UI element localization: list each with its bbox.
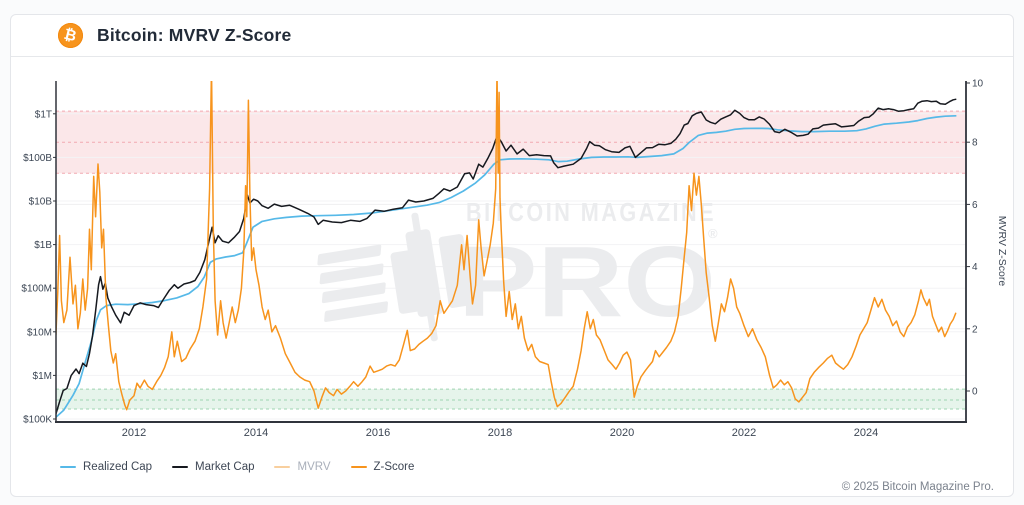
y-right-tick-label: 0	[972, 387, 978, 398]
chart-card: ₿ Bitcoin: MVRV Z-Score BITCOIN MAGAZINE…	[10, 14, 1014, 497]
legend-swatch	[60, 466, 76, 468]
legend-item-realized-cap[interactable]: Realized Cap	[60, 461, 152, 473]
bitcoin-logo-icon: ₿	[58, 23, 83, 48]
y-left-tick-label: $100B	[23, 153, 52, 164]
legend-swatch	[172, 466, 189, 468]
overvalued-band	[56, 111, 966, 174]
legend-label: MVRV	[297, 461, 331, 473]
y-left-tick-label: $10M	[27, 327, 52, 338]
watermark-line2: PRO	[458, 226, 716, 338]
y-right-tick-label: 4	[972, 262, 978, 273]
x-tick-label: 2024	[854, 427, 878, 439]
x-tick-label: 2016	[366, 427, 390, 439]
watermark-line1: BITCOIN MAGAZINE	[466, 197, 716, 227]
header-divider	[11, 56, 1013, 57]
x-tick-label: 2014	[244, 427, 268, 439]
x-tick-label: 2022	[732, 427, 756, 439]
legend-item-market-cap[interactable]: Market Cap	[172, 461, 254, 473]
legend-label: Realized Cap	[83, 461, 153, 473]
bitcoin-magazine-logo-icon	[317, 212, 474, 342]
legend-label: Z-Score	[373, 461, 415, 473]
y-left-tick-label: $1M	[33, 371, 52, 382]
series-market-cap	[56, 98, 957, 415]
registered-mark: ®	[708, 226, 718, 241]
bitcoin-b-glyph: ₿	[62, 24, 79, 46]
legend-item-z-score[interactable]: Z-Score	[350, 461, 415, 473]
y-left-tick-label: $10B	[29, 197, 53, 208]
y-right-axis-title: MVRV Z-Score	[996, 216, 1008, 287]
x-tick-label: 2018	[488, 427, 512, 439]
copyright-text: © 2025 Bitcoin Magazine Pro.	[841, 481, 994, 493]
y-left-tick-label: $100M	[21, 284, 52, 295]
y-left-tick-label: $100K	[23, 415, 52, 426]
y-left-tick-label: $1B	[34, 240, 52, 251]
y-right-tick-label: 2	[972, 324, 978, 335]
chart-header: ₿ Bitcoin: MVRV Z-Score	[11, 15, 1013, 56]
legend-swatch	[274, 466, 291, 468]
x-tick-label: 2012	[122, 427, 146, 439]
series-z-score	[56, 81, 957, 411]
y-right-tick-label: 10	[972, 79, 984, 90]
chart-legend: Realized Cap Market Cap MVRV Z-Score	[60, 459, 414, 475]
chart-region: BITCOIN MAGAZINE PRO ® $1T $100B $10B $1B $100M…	[11, 58, 1013, 450]
undervalued-band	[56, 389, 966, 410]
page-title: Bitcoin: MVRV Z-Score	[97, 25, 292, 45]
y-left-tick-label: $1T	[35, 109, 52, 120]
legend-item-mvrv[interactable]: MVRV	[274, 461, 331, 473]
y-right-tick-label: 8	[972, 138, 978, 149]
legend-label: Market Cap	[195, 461, 255, 473]
x-tick-label: 2020	[610, 427, 634, 439]
y-right-tick-label: 6	[972, 200, 978, 211]
legend-swatch	[350, 466, 367, 468]
